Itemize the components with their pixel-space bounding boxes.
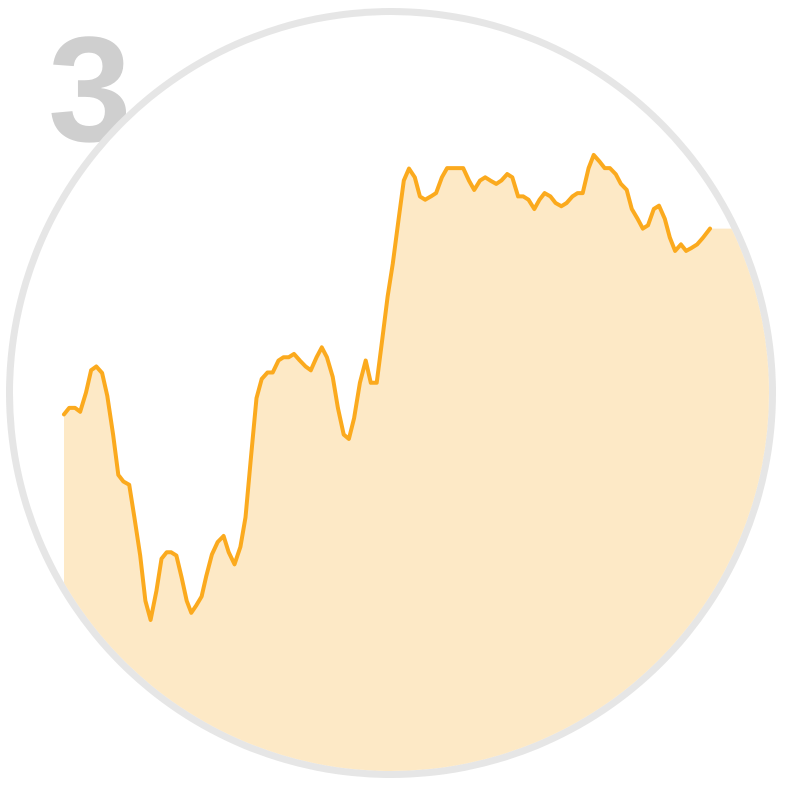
area-fill	[64, 155, 769, 771]
plot-area	[62, 153, 769, 771]
series-line	[62, 153, 712, 622]
